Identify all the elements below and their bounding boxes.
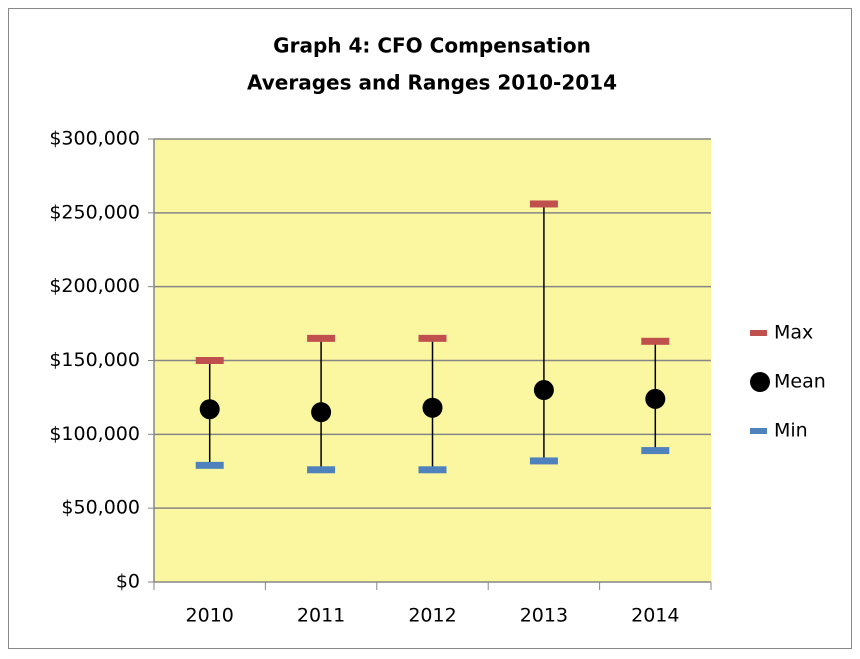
mean-marker xyxy=(199,399,220,420)
dash-marker xyxy=(307,466,336,474)
dash-marker xyxy=(641,337,670,345)
chart-title: Averages and Ranges 2010-2014 xyxy=(247,71,617,95)
legend-label: Min xyxy=(774,420,808,442)
legend-swatch xyxy=(750,372,770,392)
y-tick-label: $0 xyxy=(116,571,140,593)
dash-marker xyxy=(195,357,224,364)
mean-marker xyxy=(311,402,332,423)
mean-marker xyxy=(533,380,554,401)
chart-title: Graph 4: CFO Compensation xyxy=(273,34,591,58)
x-tick-label: 2012 xyxy=(408,605,456,627)
y-tick-label: $150,000 xyxy=(49,349,140,371)
dash-marker xyxy=(529,457,558,465)
mean-marker xyxy=(422,397,443,418)
mean-marker xyxy=(645,388,666,409)
y-tick-label: $250,000 xyxy=(49,201,140,223)
y-tick-label: $300,000 xyxy=(49,128,140,150)
legend-swatch xyxy=(750,330,767,336)
legend-label: Mean xyxy=(774,371,826,393)
dash-marker xyxy=(418,466,447,474)
y-tick-label: $200,000 xyxy=(49,275,140,297)
dash-marker xyxy=(641,447,670,455)
y-tick-label: $100,000 xyxy=(49,423,140,445)
x-tick-label: 2011 xyxy=(297,605,345,627)
dash-marker xyxy=(307,334,336,342)
x-tick-label: 2010 xyxy=(186,605,234,627)
dash-marker xyxy=(418,334,447,342)
dash-marker xyxy=(195,461,224,469)
x-tick-label: 2013 xyxy=(520,605,568,627)
x-tick-label: 2014 xyxy=(631,605,679,627)
legend-swatch xyxy=(750,428,767,434)
y-tick-label: $50,000 xyxy=(61,497,140,519)
dash-marker xyxy=(529,200,558,208)
legend-label: Max xyxy=(774,322,813,344)
